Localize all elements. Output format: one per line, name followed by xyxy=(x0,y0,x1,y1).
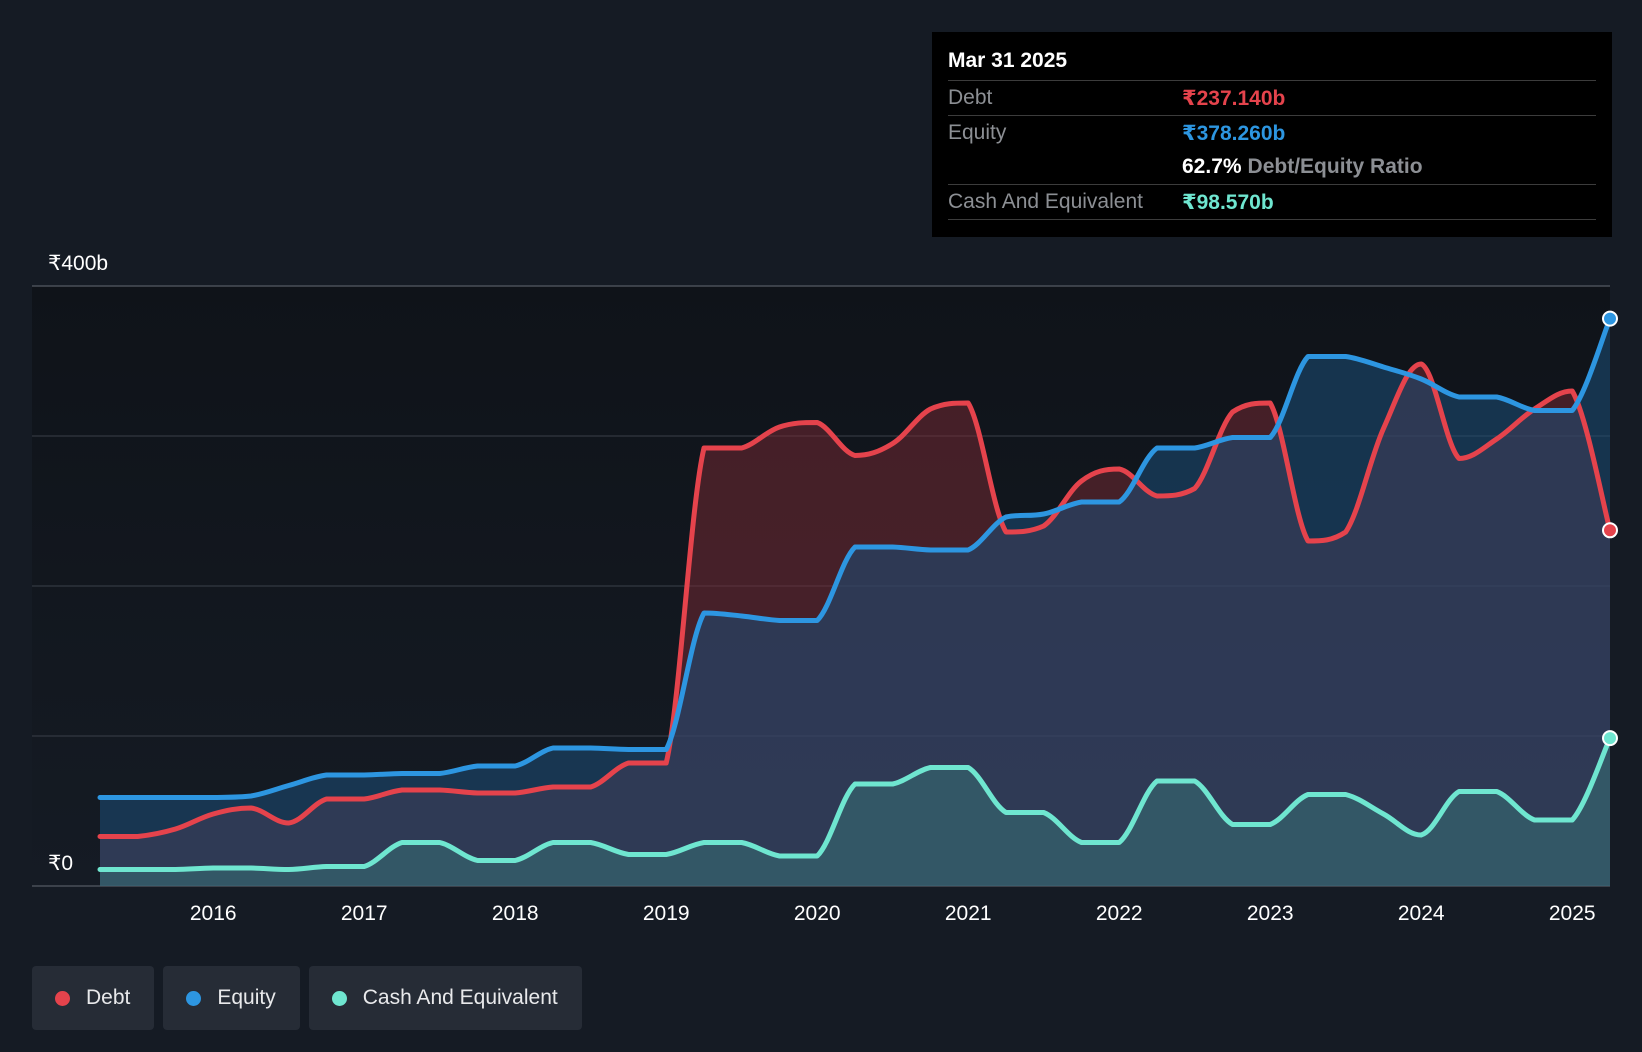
tooltip-debt-value: ₹237.140b xyxy=(1182,86,1286,110)
x-tick-label-2022: 2022 xyxy=(1096,902,1143,925)
x-tick-label-2024: 2024 xyxy=(1398,902,1445,925)
area-cash xyxy=(100,738,1610,886)
tooltip-debt-row: Debt ₹237.140b xyxy=(948,80,1596,115)
legend-item-debt[interactable]: Debt xyxy=(32,966,155,1030)
y-tick-label-max: ₹400b xyxy=(48,252,108,275)
y-axis-ticks: ₹400b ₹0 xyxy=(48,252,108,875)
tooltip-panel: Mar 31 2025 Debt ₹237.140b Equity ₹378.2… xyxy=(932,32,1612,237)
tooltip-cash-value: ₹98.570b xyxy=(1182,190,1274,214)
legend-dot-debt-icon xyxy=(55,990,70,1006)
x-tick-label-2019: 2019 xyxy=(643,902,690,925)
series-lines xyxy=(97,316,1613,872)
chart-legend: Debt Equity Cash And Equivalent xyxy=(32,966,582,1030)
x-tick-label-2023: 2023 xyxy=(1247,902,1294,925)
legend-dot-cash-icon xyxy=(331,990,347,1006)
tooltip-cash-row: Cash And Equivalent ₹98.570b xyxy=(948,184,1596,220)
line-cash xyxy=(97,735,1613,872)
area-equity xyxy=(100,318,1610,887)
endpoint-debt xyxy=(1602,522,1618,539)
tooltip-ratio-label: Debt/Equity Ratio xyxy=(1247,155,1423,178)
x-tick-label-2020: 2020 xyxy=(794,902,841,925)
x-tick-label-2021: 2021 xyxy=(945,902,992,925)
tooltip-debt-label: Debt xyxy=(948,86,993,109)
legend-dot-equity-icon xyxy=(186,990,202,1006)
endpoint-equity xyxy=(1602,310,1618,327)
x-tick-label-2017: 2017 xyxy=(341,902,388,925)
line-debt xyxy=(97,361,1613,839)
legend-item-cash[interactable]: Cash And Equivalent xyxy=(308,966,582,1030)
tooltip-equity-label: Equity xyxy=(948,121,1007,144)
y-tick-label-min: ₹0 xyxy=(48,852,73,875)
tooltip-ratio-value: 62.7% xyxy=(1182,155,1242,178)
endpoint-cash xyxy=(1602,730,1618,747)
x-tick-label-2025: 2025 xyxy=(1549,902,1596,925)
legend-label-debt: Debt xyxy=(86,986,131,1009)
tooltip-equity-row: Equity ₹378.260b xyxy=(948,115,1596,150)
series-areas xyxy=(100,318,1610,887)
tooltip-cash-label: Cash And Equivalent xyxy=(948,190,1143,213)
x-axis-ticks: 2016 2017 2018 2019 2020 2021 2022 2023 2024 2025 xyxy=(190,902,1596,925)
tooltip-ratio-row: 62.7% Debt/Equity Ratio xyxy=(948,150,1596,184)
legend-label-equity: Equity xyxy=(217,986,276,1009)
x-tick-label-2016: 2016 xyxy=(190,902,237,925)
tooltip-equity-value: ₹378.260b xyxy=(1182,121,1286,145)
series-endpoints xyxy=(1602,310,1618,747)
line-equity xyxy=(97,316,1613,800)
x-tick-label-2018: 2018 xyxy=(492,902,539,925)
legend-item-equity[interactable]: Equity xyxy=(163,966,300,1030)
tooltip-date: Mar 31 2025 xyxy=(948,49,1068,72)
legend-label-cash: Cash And Equivalent xyxy=(362,986,558,1009)
